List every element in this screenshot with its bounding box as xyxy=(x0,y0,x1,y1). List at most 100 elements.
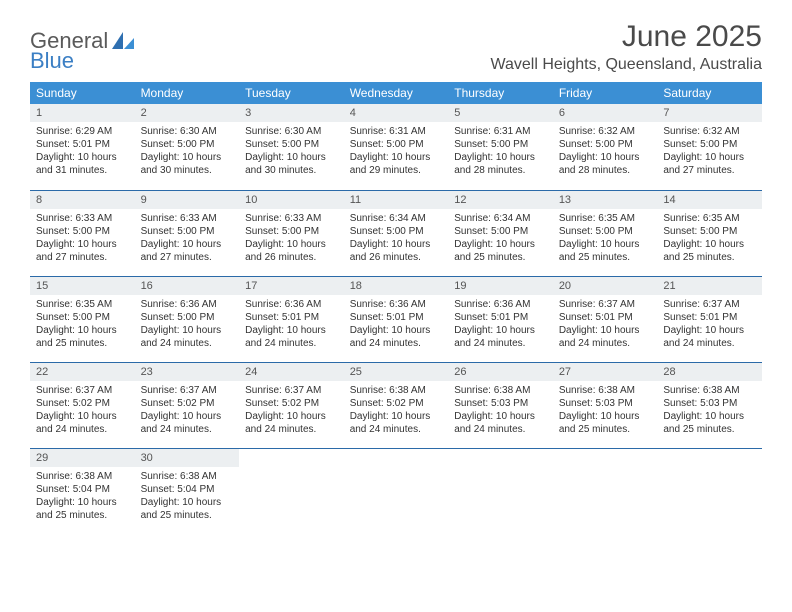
sail-icon xyxy=(112,32,134,50)
calendar-cell: 24Sunrise: 6:37 AMSunset: 5:02 PMDayligh… xyxy=(239,362,344,448)
day-number: 12 xyxy=(448,191,553,209)
header: General June 2025 Wavell Heights, Queens… xyxy=(30,20,762,74)
day-dl2: and 24 minutes. xyxy=(141,423,234,436)
calendar-cell: 15Sunrise: 6:35 AMSunset: 5:00 PMDayligh… xyxy=(30,276,135,362)
calendar-row: 15Sunrise: 6:35 AMSunset: 5:00 PMDayligh… xyxy=(30,276,762,362)
day-text: Sunrise: 6:36 AMSunset: 5:00 PMDaylight:… xyxy=(135,295,240,354)
day-sunset: Sunset: 5:01 PM xyxy=(663,311,756,324)
dayheader-tue: Tuesday xyxy=(239,82,344,104)
day-sunrise: Sunrise: 6:29 AM xyxy=(36,125,129,138)
day-sunset: Sunset: 5:00 PM xyxy=(141,138,234,151)
day-dl2: and 24 minutes. xyxy=(245,423,338,436)
calendar-cell: 18Sunrise: 6:36 AMSunset: 5:01 PMDayligh… xyxy=(344,276,449,362)
day-dl2: and 27 minutes. xyxy=(141,251,234,264)
day-dl2: and 24 minutes. xyxy=(36,423,129,436)
day-dl1: Daylight: 10 hours xyxy=(350,324,443,337)
calendar-cell: 30Sunrise: 6:38 AMSunset: 5:04 PMDayligh… xyxy=(135,448,240,534)
day-number: 23 xyxy=(135,363,240,381)
logo-word2: Blue xyxy=(30,48,74,74)
day-number: 17 xyxy=(239,277,344,295)
calendar-cell: 5Sunrise: 6:31 AMSunset: 5:00 PMDaylight… xyxy=(448,104,553,190)
day-text: Sunrise: 6:38 AMSunset: 5:03 PMDaylight:… xyxy=(448,381,553,440)
calendar-cell xyxy=(657,448,762,534)
calendar-cell: 1Sunrise: 6:29 AMSunset: 5:01 PMDaylight… xyxy=(30,104,135,190)
day-dl2: and 25 minutes. xyxy=(559,251,652,264)
day-text: Sunrise: 6:35 AMSunset: 5:00 PMDaylight:… xyxy=(553,209,658,268)
day-text: Sunrise: 6:38 AMSunset: 5:03 PMDaylight:… xyxy=(553,381,658,440)
day-dl2: and 30 minutes. xyxy=(245,164,338,177)
day-sunrise: Sunrise: 6:33 AM xyxy=(36,212,129,225)
location: Wavell Heights, Queensland, Australia xyxy=(490,56,762,74)
day-dl1: Daylight: 10 hours xyxy=(454,151,547,164)
calendar-body: 1Sunrise: 6:29 AMSunset: 5:01 PMDaylight… xyxy=(30,104,762,534)
day-dl2: and 24 minutes. xyxy=(559,337,652,350)
day-sunset: Sunset: 5:00 PM xyxy=(36,225,129,238)
day-sunrise: Sunrise: 6:31 AM xyxy=(350,125,443,138)
day-dl2: and 24 minutes. xyxy=(454,337,547,350)
day-dl2: and 25 minutes. xyxy=(559,423,652,436)
day-sunrise: Sunrise: 6:36 AM xyxy=(454,298,547,311)
dayheader-mon: Monday xyxy=(135,82,240,104)
calendar-cell: 22Sunrise: 6:37 AMSunset: 5:02 PMDayligh… xyxy=(30,362,135,448)
calendar-row: 22Sunrise: 6:37 AMSunset: 5:02 PMDayligh… xyxy=(30,362,762,448)
day-dl2: and 27 minutes. xyxy=(36,251,129,264)
day-dl1: Daylight: 10 hours xyxy=(454,324,547,337)
day-number: 26 xyxy=(448,363,553,381)
day-sunrise: Sunrise: 6:38 AM xyxy=(350,384,443,397)
day-text: Sunrise: 6:35 AMSunset: 5:00 PMDaylight:… xyxy=(657,209,762,268)
day-dl2: and 24 minutes. xyxy=(350,337,443,350)
day-sunrise: Sunrise: 6:38 AM xyxy=(559,384,652,397)
day-dl2: and 31 minutes. xyxy=(36,164,129,177)
day-dl1: Daylight: 10 hours xyxy=(559,151,652,164)
day-sunset: Sunset: 5:00 PM xyxy=(454,138,547,151)
day-number: 20 xyxy=(553,277,658,295)
day-sunset: Sunset: 5:00 PM xyxy=(559,138,652,151)
calendar-cell: 17Sunrise: 6:36 AMSunset: 5:01 PMDayligh… xyxy=(239,276,344,362)
day-dl2: and 25 minutes. xyxy=(454,251,547,264)
day-dl1: Daylight: 10 hours xyxy=(36,151,129,164)
day-sunset: Sunset: 5:00 PM xyxy=(559,225,652,238)
day-sunset: Sunset: 5:01 PM xyxy=(350,311,443,324)
calendar-head: Sunday Monday Tuesday Wednesday Thursday… xyxy=(30,82,762,104)
day-sunset: Sunset: 5:00 PM xyxy=(350,138,443,151)
day-sunrise: Sunrise: 6:30 AM xyxy=(141,125,234,138)
day-dl1: Daylight: 10 hours xyxy=(559,238,652,251)
day-sunset: Sunset: 5:00 PM xyxy=(663,225,756,238)
day-sunrise: Sunrise: 6:35 AM xyxy=(663,212,756,225)
day-sunset: Sunset: 5:02 PM xyxy=(36,397,129,410)
day-dl1: Daylight: 10 hours xyxy=(350,238,443,251)
day-dl2: and 30 minutes. xyxy=(141,164,234,177)
day-dl1: Daylight: 10 hours xyxy=(350,151,443,164)
calendar-cell: 8Sunrise: 6:33 AMSunset: 5:00 PMDaylight… xyxy=(30,190,135,276)
day-text: Sunrise: 6:32 AMSunset: 5:00 PMDaylight:… xyxy=(553,122,658,181)
day-dl1: Daylight: 10 hours xyxy=(559,324,652,337)
page: General June 2025 Wavell Heights, Queens… xyxy=(0,0,792,554)
day-number: 10 xyxy=(239,191,344,209)
day-text: Sunrise: 6:34 AMSunset: 5:00 PMDaylight:… xyxy=(344,209,449,268)
day-dl2: and 24 minutes. xyxy=(663,337,756,350)
day-dl1: Daylight: 10 hours xyxy=(36,410,129,423)
day-dl2: and 26 minutes. xyxy=(245,251,338,264)
dayheader-fri: Friday xyxy=(553,82,658,104)
calendar-cell: 27Sunrise: 6:38 AMSunset: 5:03 PMDayligh… xyxy=(553,362,658,448)
calendar-cell: 9Sunrise: 6:33 AMSunset: 5:00 PMDaylight… xyxy=(135,190,240,276)
day-dl2: and 24 minutes. xyxy=(141,337,234,350)
day-sunset: Sunset: 5:00 PM xyxy=(245,138,338,151)
calendar-cell: 3Sunrise: 6:30 AMSunset: 5:00 PMDaylight… xyxy=(239,104,344,190)
day-dl1: Daylight: 10 hours xyxy=(36,324,129,337)
day-dl2: and 27 minutes. xyxy=(663,164,756,177)
dayheader-thu: Thursday xyxy=(448,82,553,104)
day-dl1: Daylight: 10 hours xyxy=(245,238,338,251)
day-number: 7 xyxy=(657,104,762,122)
day-dl2: and 25 minutes. xyxy=(36,509,129,522)
day-sunrise: Sunrise: 6:38 AM xyxy=(36,470,129,483)
day-number: 25 xyxy=(344,363,449,381)
day-sunset: Sunset: 5:01 PM xyxy=(36,138,129,151)
day-sunrise: Sunrise: 6:33 AM xyxy=(245,212,338,225)
day-dl1: Daylight: 10 hours xyxy=(141,238,234,251)
calendar-cell: 23Sunrise: 6:37 AMSunset: 5:02 PMDayligh… xyxy=(135,362,240,448)
day-text: Sunrise: 6:33 AMSunset: 5:00 PMDaylight:… xyxy=(30,209,135,268)
day-number: 15 xyxy=(30,277,135,295)
day-sunset: Sunset: 5:01 PM xyxy=(559,311,652,324)
calendar-cell xyxy=(448,448,553,534)
